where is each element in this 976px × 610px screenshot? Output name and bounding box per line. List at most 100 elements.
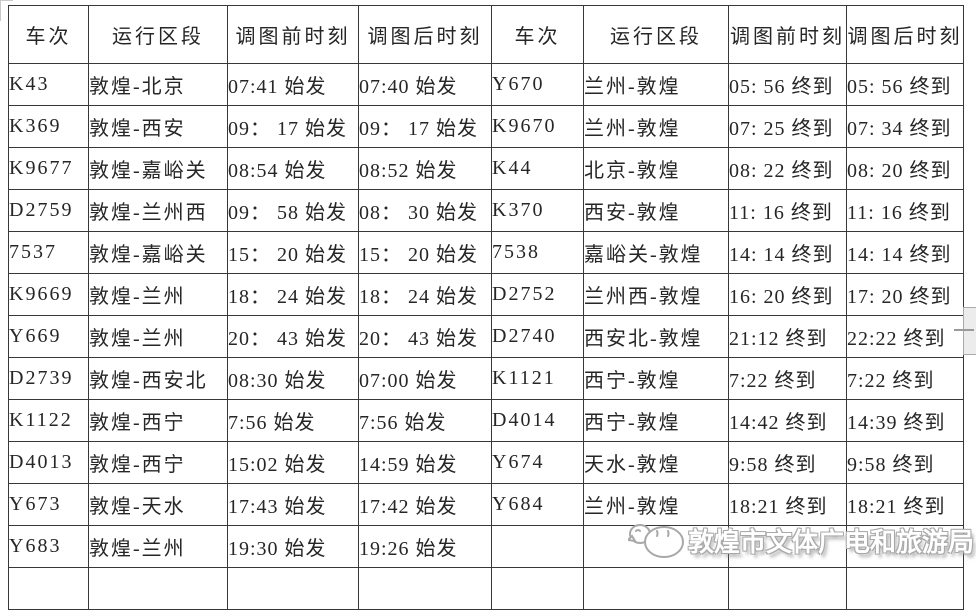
header-row: 车次 运行区段 调图前时刻 调图后时刻 车次 运行区段 调图前时刻 调图后时刻 <box>8 5 964 64</box>
table-cell: 兰州-敦煌 <box>583 63 729 106</box>
table-cell: 7:56 始发 <box>358 399 492 442</box>
table-cell: 7:22 终到 <box>728 357 847 400</box>
scrollbar-dash-icon <box>954 329 974 331</box>
header-route-right: 运行区段 <box>583 5 729 64</box>
table-cell: 17:43 始发 <box>227 483 359 526</box>
table-cell: 北京-敦煌 <box>583 147 729 190</box>
table-cell: Y683 <box>8 525 89 568</box>
table-cell: D2740 <box>491 315 584 358</box>
table-cell: 敦煌-北京 <box>88 63 228 106</box>
table-cell: 嘉峪关-敦煌 <box>583 231 729 274</box>
header-post-adjust-time-right: 调图后时刻 <box>846 5 964 64</box>
table-row: K9677 敦煌-嘉峪关 08:54 始发 08:52 始发 K44 北京-敦煌 08: 2… <box>8 147 964 190</box>
table-cell <box>227 567 359 610</box>
table-row: K369 敦煌-西安 09： 17 始发 09： 17 始发 K9670 兰州-敦煌 07:… <box>8 105 964 148</box>
table-cell: K369 <box>8 105 89 148</box>
table-cell: 西宁-敦煌 <box>583 357 729 400</box>
table-row: Y669 敦煌-兰州 20： 43 始发 20： 43 始发 D2740 西安北-敦煌 21… <box>8 315 964 358</box>
table-row: D2759 敦煌-兰州西 09： 58 始发 08： 30 始发 K370 西安-敦煌 11… <box>8 189 964 232</box>
header-route-left: 运行区段 <box>88 5 228 64</box>
table-cell: 敦煌-西宁 <box>88 399 228 442</box>
table-cell: 敦煌-嘉峪关 <box>88 231 228 274</box>
table-cell: 兰州-敦煌 <box>583 105 729 148</box>
table-row: D4013 敦煌-西宁 15:02 始发 14:59 始发 Y674 天水-敦煌 9:58 … <box>8 441 964 484</box>
table-cell: 08: 20 终到 <box>846 147 964 190</box>
table-cell: 天水-敦煌 <box>583 441 729 484</box>
table-cell: 15： 20 始发 <box>227 231 359 274</box>
table-cell: 西安-敦煌 <box>583 189 729 232</box>
table-cell: 15:02 始发 <box>227 441 359 484</box>
table-cell: 7:56 始发 <box>227 399 359 442</box>
table-cell: D4013 <box>8 441 89 484</box>
table-row <box>8 567 964 610</box>
table-cell: 敦煌-兰州 <box>88 315 228 358</box>
table-cell: 09： 17 始发 <box>227 105 359 148</box>
table-cell: Y670 <box>491 63 584 106</box>
table-cell: 14: 14 终到 <box>846 231 964 274</box>
table-cell <box>846 525 964 568</box>
table-cell: 07: 25 终到 <box>728 105 847 148</box>
table-cell: 18:21 终到 <box>846 483 964 526</box>
table-cell <box>8 567 89 610</box>
table-cell: K9677 <box>8 147 89 190</box>
table-row: 7537 敦煌-嘉峪关 15： 20 始发 15： 20 始发 7538 嘉峪关-敦煌 14… <box>8 231 964 274</box>
table-cell: K9670 <box>491 105 584 148</box>
table-cell: D2759 <box>8 189 89 232</box>
table-cell: K1121 <box>491 357 584 400</box>
table-row: Y683 敦煌-兰州 19:30 始发 19:26 始发 <box>8 525 964 568</box>
table-cell: 07: 34 终到 <box>846 105 964 148</box>
table-cell: 20： 43 始发 <box>227 315 359 358</box>
table-cell: D2739 <box>8 357 89 400</box>
table-cell: 14: 14 终到 <box>728 231 847 274</box>
table-cell: 18： 24 始发 <box>358 273 492 316</box>
table-cell <box>491 567 584 610</box>
scrollbar-thumb[interactable] <box>954 307 976 355</box>
table-cell: K43 <box>8 63 89 106</box>
table-row: D2739 敦煌-西安北 08:30 始发 07:00 始发 K1121 西宁-敦煌 7:2… <box>8 357 964 400</box>
table-cell <box>583 567 729 610</box>
table-cell: 西安北-敦煌 <box>583 315 729 358</box>
table-cell <box>491 525 584 568</box>
table-row: K43 敦煌-北京 07:41 始发 07:40 始发 Y670 兰州-敦煌 05: 56 … <box>8 63 964 106</box>
table-cell: 9:58 终到 <box>728 441 847 484</box>
table-cell: 7537 <box>8 231 89 274</box>
table-cell: 07:41 始发 <box>227 63 359 106</box>
table-cell: 11: 16 终到 <box>728 189 847 232</box>
header-pre-adjust-time-left: 调图前时刻 <box>227 5 359 64</box>
table-cell: 07:40 始发 <box>358 63 492 106</box>
table-cell: 17: 20 终到 <box>846 273 964 316</box>
table-cell <box>846 567 964 610</box>
table-cell: 兰州西-敦煌 <box>583 273 729 316</box>
header-post-adjust-time-left: 调图后时刻 <box>358 5 492 64</box>
table-cell: Y669 <box>8 315 89 358</box>
table-body: K43 敦煌-北京 07:41 始发 07:40 始发 Y670 兰州-敦煌 05: 56 … <box>8 63 964 610</box>
table-cell <box>728 525 847 568</box>
table-cell: 09： 17 始发 <box>358 105 492 148</box>
table-cell <box>358 567 492 610</box>
table-cell: 7:22 终到 <box>846 357 964 400</box>
table-cell: 西宁-敦煌 <box>583 399 729 442</box>
table-cell: 7538 <box>491 231 584 274</box>
header-pre-adjust-time-right: 调图前时刻 <box>728 5 847 64</box>
table-cell: 敦煌-兰州 <box>88 273 228 316</box>
table-cell: 08:30 始发 <box>227 357 359 400</box>
table-cell: 05: 56 终到 <box>728 63 847 106</box>
table-cell: 07:00 始发 <box>358 357 492 400</box>
table-cell: 19:26 始发 <box>358 525 492 568</box>
table-cell: 14:39 终到 <box>846 399 964 442</box>
table-cell: 20： 43 始发 <box>358 315 492 358</box>
table-cell: 22:22 终到 <box>846 315 964 358</box>
table-cell: D2752 <box>491 273 584 316</box>
table-cell: 18:21 终到 <box>728 483 847 526</box>
table-cell: 19:30 始发 <box>227 525 359 568</box>
table-cell <box>728 567 847 610</box>
table-cell: 敦煌-西宁 <box>88 441 228 484</box>
table-cell: 敦煌-兰州 <box>88 525 228 568</box>
table-cell: 兰州-敦煌 <box>583 483 729 526</box>
table-cell: 敦煌-天水 <box>88 483 228 526</box>
table-cell: 21:12 终到 <box>728 315 847 358</box>
table-cell: 18： 24 始发 <box>227 273 359 316</box>
table-cell: K370 <box>491 189 584 232</box>
table-cell: 9:58 终到 <box>846 441 964 484</box>
table-cell <box>583 525 729 568</box>
